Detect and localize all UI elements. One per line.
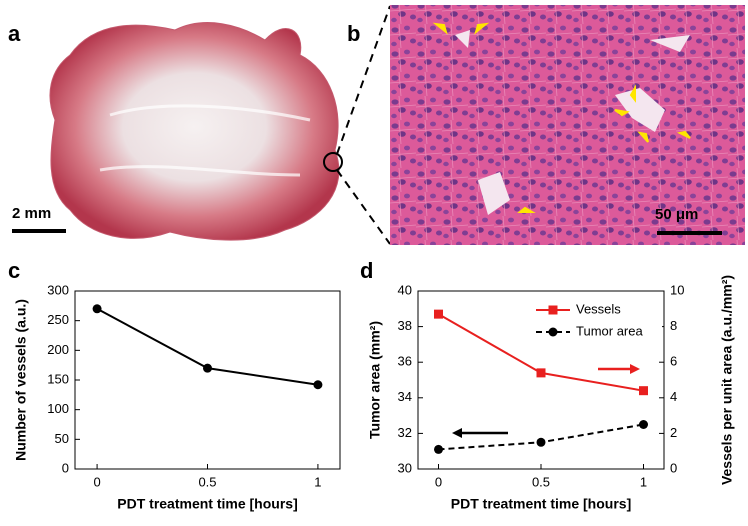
data-point xyxy=(434,444,443,454)
data-point xyxy=(639,420,648,429)
y2-tick-label: 2 xyxy=(670,425,677,440)
y-tick-label: 200 xyxy=(47,342,69,357)
x-axis-label: PDT treatment time [hours] xyxy=(117,496,297,512)
y-tick-label: 250 xyxy=(47,312,69,327)
y-tick-label: 50 xyxy=(55,431,69,446)
x-axis-label: PDT treatment time [hours] xyxy=(451,496,631,512)
y-tick-label: 100 xyxy=(47,401,69,416)
y-axis-label: Number of vessels (a.u.) xyxy=(13,299,29,461)
y-axis-label: Tumor area (mm²) xyxy=(367,321,383,439)
scale-bar-label: 2 mm xyxy=(12,205,51,222)
y2-tick-label: 6 xyxy=(670,354,677,369)
panel-label: c xyxy=(8,258,20,283)
y-tick-label: 40 xyxy=(398,282,412,297)
data-point xyxy=(313,380,323,390)
panel-label: b xyxy=(347,21,360,46)
x-tick-label: 1 xyxy=(640,474,647,489)
panel-label: d xyxy=(360,258,373,283)
axis-arrow xyxy=(452,364,640,438)
y-tick-label: 150 xyxy=(47,371,69,386)
x-tick-label: 0 xyxy=(93,474,100,489)
data-point xyxy=(203,363,212,373)
legend-marker xyxy=(548,327,558,337)
y-tick-label: 30 xyxy=(398,460,412,475)
panel-label: a xyxy=(8,21,21,46)
y-tick-label: 32 xyxy=(398,425,412,440)
y2-tick-label: 0 xyxy=(670,460,677,475)
vessel-lumen xyxy=(455,30,690,215)
arrows xyxy=(432,22,691,213)
x-tick-label: 0.5 xyxy=(198,474,216,489)
legend-box xyxy=(532,295,662,347)
zoom-circle xyxy=(323,152,343,172)
y2-tick-label: 10 xyxy=(670,282,684,297)
y-tick-label: 0 xyxy=(62,460,69,475)
y2-tick-label: 8 xyxy=(670,318,677,333)
tissue-fold xyxy=(99,104,311,177)
tissue-section xyxy=(49,22,340,241)
series-line xyxy=(96,307,319,386)
zoom-line xyxy=(336,169,391,245)
data-point xyxy=(639,386,648,396)
y-tick-label: 38 xyxy=(398,318,412,333)
y-tick-label: 300 xyxy=(47,282,69,297)
legend-marker xyxy=(548,305,558,315)
y-tick-label: 36 xyxy=(398,354,412,369)
y2-tick-label: 4 xyxy=(670,389,677,404)
x-tick-label: 1 xyxy=(314,474,321,489)
zoom-line xyxy=(336,5,391,155)
data-point xyxy=(536,368,546,378)
x-tick-label: 0.5 xyxy=(532,474,550,489)
y2-axis-label: Vessels per unit area (a.u./mm²) xyxy=(719,275,735,485)
scale-bar-label: 50 μm xyxy=(655,206,698,223)
legend-label: Vessels xyxy=(576,301,621,316)
data-point xyxy=(434,309,443,319)
data-point xyxy=(92,304,102,314)
histology-image xyxy=(390,5,745,245)
y-tick-label: 34 xyxy=(398,389,412,404)
x-tick-label: 0 xyxy=(435,474,442,489)
legend-label: Tumor area xyxy=(576,323,643,338)
data-point xyxy=(536,437,546,447)
